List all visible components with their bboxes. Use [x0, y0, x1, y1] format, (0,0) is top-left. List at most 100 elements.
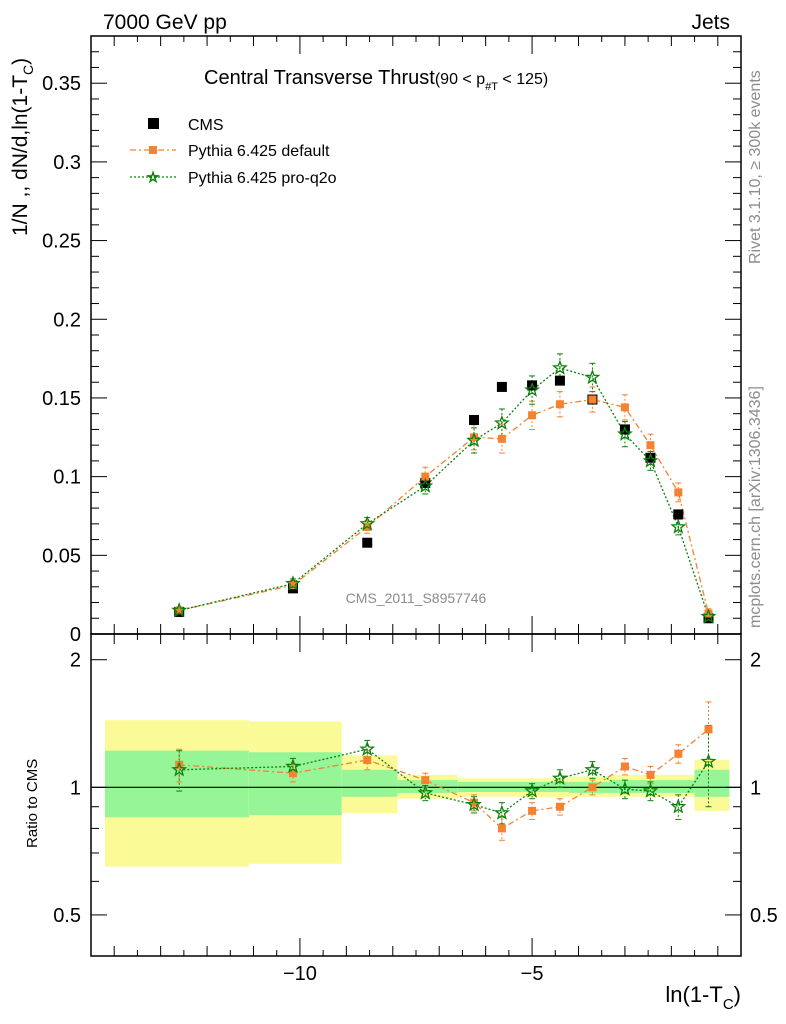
ratio-point-pythia-default: [646, 770, 655, 779]
plot-title-main: Central Transverse Thrust: [204, 67, 435, 89]
ratio-y-tick-label-right: 0.5: [750, 905, 778, 927]
x-axis-label-sub: C: [723, 996, 734, 1013]
legend-label-default: Pythia 6.425 default: [188, 143, 330, 160]
ratio-point-pythia-proq2o: [466, 796, 482, 812]
x-tick-label: −5: [521, 963, 544, 985]
x-axis-label-end: ): [734, 982, 741, 1007]
data-point-pythia-proq2o: [551, 359, 568, 375]
x-tick-label: −10: [283, 963, 317, 985]
x-axis-label-main: ln(1-T: [665, 982, 722, 1007]
data-point-pythia-default: [421, 472, 430, 481]
ratio-point-pythia-proq2o: [551, 769, 568, 786]
ratio-point-pythia-default: [555, 802, 564, 811]
side-label-rivet: Rivet 3.1.10, ≥ 300k events: [747, 70, 764, 264]
data-point-cms: [420, 477, 431, 488]
header-right-label: Jets: [691, 11, 730, 34]
y-tick-label: 0.3: [53, 152, 81, 174]
ratio-point-pythia-default: [588, 783, 597, 792]
ratio-plot-panel: 0.5 0.5 1 1 2 2 −10 −5 Ratio to CMS ln(1-TC): [24, 633, 778, 1013]
legend-star-proq2o: ☆: [147, 169, 160, 185]
data-point-pythia-default: [175, 606, 184, 615]
ratio-y-tick-label: 2: [70, 650, 81, 672]
ratio-point-pythia-proq2o: [700, 753, 717, 769]
header-left-label: 7000 GeV pp: [103, 11, 227, 34]
data-point-pythia-proq2o: [417, 477, 434, 493]
y-axis-label: 1/N ,, dN/d,ln(1-TC): [9, 58, 36, 236]
data-point-pythia-proq2o: [670, 518, 687, 534]
band-inner: [341, 769, 398, 797]
data-point-pythia-default: [288, 581, 297, 590]
data-point-pythia-default: [620, 403, 629, 412]
ratio-point-pythia-default: [470, 798, 479, 807]
data-point-pythia-proq2o: [359, 515, 376, 531]
ratio-y-tick-label-right: 1: [750, 777, 761, 799]
side-label-mcplots: mcplots.cern.ch [arXiv:1306.3436]: [747, 386, 764, 628]
y-tick-label: 0.35: [42, 73, 81, 95]
data-point-cms: [703, 613, 714, 624]
ratio-point-pythia-proq2o: [616, 780, 633, 796]
legend: CMS Pythia 6.425 default ☆ Pythia 6.425 …: [130, 117, 337, 187]
ratio-point-pythia-proq2o: [359, 740, 376, 757]
ratio-point-pythia-default: [497, 824, 506, 833]
data-point-cms: [673, 509, 684, 520]
data-point-pythia-proq2o: [171, 602, 188, 618]
band-inner: [104, 750, 249, 818]
data-point-pythia-proq2o: [616, 425, 633, 441]
ratio-point-pythia-proq2o: [524, 782, 541, 798]
y-tick-label: 0.25: [42, 231, 81, 253]
ratio-point-pythia-proq2o: [493, 804, 510, 820]
plot-title: Central Transverse Thrust(90 < p#T < 125…: [204, 67, 548, 93]
y-tick-label: 0.05: [42, 545, 81, 567]
data-point-pythia-proq2o: [642, 452, 659, 468]
ratio-point-pythia-proq2o: [584, 761, 601, 777]
data-point-cms: [362, 537, 373, 548]
series-line-pythia-proq2o: [179, 367, 710, 617]
ratio-point-pythia-default: [704, 725, 713, 734]
data-point-pythia-proq2o: [584, 369, 601, 385]
data-point-pythia-proq2o: [700, 608, 717, 624]
plot-title-end: < 125): [498, 71, 548, 88]
y-tick-label: 0.1: [53, 467, 81, 489]
y-axis-label-main: 1/N ,, dN/d,ln(1-T: [9, 75, 32, 236]
ratio-point-pythia-default: [674, 749, 683, 758]
ratio-point-pythia-default: [288, 769, 297, 778]
data-point-pythia-proq2o: [466, 432, 482, 448]
band-inner: [694, 769, 730, 797]
legend-label-cms: CMS: [188, 117, 224, 134]
ratio-y-tick-label: 1: [70, 777, 81, 799]
y-axis-label-end: ): [9, 58, 32, 65]
legend-marker-default: [149, 146, 157, 154]
data-point-pythia-proq2o: [285, 575, 301, 591]
data-point-cms: [496, 381, 507, 392]
legend-marker-cms: [148, 118, 159, 129]
y-axis-label-sub: C: [20, 65, 36, 75]
data-point-pythia-proq2o: [493, 414, 510, 430]
ratio-point-pythia-proq2o: [171, 761, 188, 777]
data-point-pythia-default: [555, 400, 564, 409]
data-point-cms: [554, 375, 565, 386]
x-axis-label: ln(1-TC): [665, 982, 741, 1013]
main-plot-panel: 0 0.05 0.1 0.15 0.2 0.25 0.3 0.35 Central Trans…: [9, 35, 742, 646]
ratio-point-pythia-proq2o: [642, 782, 659, 798]
y-tick-label: 0.15: [42, 388, 81, 410]
ratio-point-pythia-proq2o: [417, 784, 434, 800]
data-point-cms: [645, 452, 656, 463]
data-point-pythia-default: [588, 395, 597, 404]
band-inner: [397, 780, 458, 793]
plot-title-subscript: #T: [485, 81, 498, 93]
ratio-point-pythia-default: [421, 776, 430, 785]
data-point-pythia-default: [704, 609, 713, 618]
ratio-point-pythia-default: [620, 762, 629, 771]
data-point-pythia-default: [497, 434, 506, 443]
ratio-y-label: Ratio to CMS: [24, 759, 41, 848]
ratio-point-pythia-default: [363, 756, 372, 765]
legend-label-proq2o: Pythia 6.425 pro-q2o: [188, 170, 337, 187]
analysis-watermark: CMS_2011_S8957746: [346, 590, 487, 606]
data-point-pythia-default: [646, 441, 655, 450]
data-point-pythia-default: [674, 488, 683, 497]
ratio-point-pythia-default: [528, 806, 537, 815]
ratio-point-pythia-proq2o: [285, 758, 301, 774]
ratio-y-tick-label: 0.5: [53, 905, 81, 927]
ratio-point-pythia-proq2o: [670, 798, 687, 814]
